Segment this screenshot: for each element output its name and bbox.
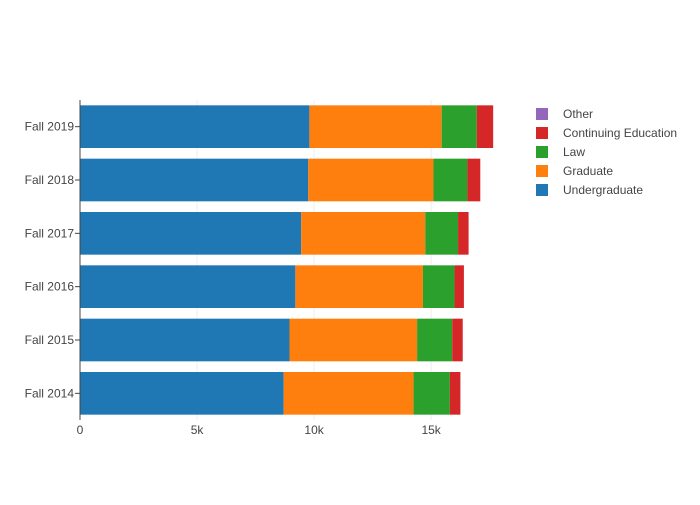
y-tick-label: Fall 2014 — [25, 386, 75, 400]
bar-graduate-fall-2015[interactable]: Fall 2015 — Graduate: 5450 — [289, 318, 418, 362]
bar-law-fall-2018[interactable]: Fall 2018 — Law: 1450 — [433, 158, 468, 202]
legend-label: Continuing Education — [563, 126, 677, 140]
bar-continuing-education-fall-2014[interactable]: Fall 2014 — Continuing Education: 450 — [449, 372, 461, 415]
bar-undergraduate-fall-2014[interactable]: Fall 2014 — Undergraduate: 8700 — [80, 372, 284, 415]
bar-law-fall-2016[interactable]: Fall 2016 — Law: 1350 — [422, 265, 455, 308]
legend-item-graduate[interactable]: Graduate — [536, 164, 613, 178]
legend-swatch — [536, 165, 548, 177]
legend-swatch — [536, 127, 548, 139]
bar-undergraduate-fall-2018[interactable]: Fall 2018 — Undergraduate: 9750 — [80, 158, 309, 202]
bar-law-fall-2019[interactable]: Fall 2019 — Law: 1500 — [441, 105, 477, 148]
bar-graduate-fall-2014[interactable]: Fall 2014 — Graduate: 5550 — [283, 372, 414, 415]
legend-swatch — [536, 146, 548, 158]
y-tick-label: Fall 2017 — [25, 226, 75, 240]
bar-graduate-fall-2017[interactable]: Fall 2017 — Graduate: 5300 — [301, 212, 426, 255]
plot-area: Fall 2014 — Undergraduate: 8700Fall 2014… — [80, 100, 494, 420]
x-tick-label: 0 — [77, 423, 84, 437]
y-axis: Fall 2014 Fall 2015 Fall 2016 Fall 2017 Fall… — [25, 100, 81, 420]
bar-law-fall-2014[interactable]: Fall 2014 — Law: 1550 — [413, 372, 450, 415]
legend-item-undergraduate[interactable]: Undergraduate — [536, 183, 643, 197]
x-tick-label: 15k — [421, 423, 441, 437]
bar-graduate-fall-2016[interactable]: Fall 2016 — Graduate: 5450 — [295, 265, 423, 308]
bar-continuing-education-fall-2018[interactable]: Fall 2018 — Continuing Education: 550 — [467, 158, 481, 202]
bar-undergraduate-fall-2016[interactable]: Fall 2016 — Undergraduate: 9200 — [80, 265, 296, 308]
legend-item-law[interactable]: Law — [536, 145, 585, 159]
y-tick-label: Fall 2015 — [25, 333, 75, 347]
bar-undergraduate-fall-2019[interactable]: Fall 2019 — Undergraduate: 9800 — [80, 105, 310, 148]
x-tick-label: 10k — [304, 423, 324, 437]
legend-label: Graduate — [563, 164, 613, 178]
bar-continuing-education-fall-2017[interactable]: Fall 2017 — Continuing Education: 450 — [458, 212, 469, 255]
legend-swatch — [536, 184, 548, 196]
bar-continuing-education-fall-2015[interactable]: Fall 2015 — Continuing Education: 450 — [452, 318, 463, 362]
bar-continuing-education-fall-2019[interactable]: Fall 2019 — Continuing Education: 700 — [476, 105, 494, 148]
legend-item-continuing-education[interactable]: Continuing Education — [536, 126, 677, 140]
legend: Other Continuing Education Law Graduate Unde… — [536, 107, 677, 197]
legend-swatch — [536, 108, 548, 120]
bar-graduate-fall-2018[interactable]: Fall 2018 — Graduate: 5350 — [308, 158, 434, 202]
bar-law-fall-2017[interactable]: Fall 2017 — Law: 1400 — [425, 212, 459, 255]
x-axis: 0 5k 10k 15k — [77, 423, 442, 437]
legend-label: Law — [563, 145, 585, 159]
bar-law-fall-2015[interactable]: Fall 2015 — Law: 1500 — [417, 318, 453, 362]
y-tick-label: Fall 2018 — [25, 173, 75, 187]
bar-graduate-fall-2019[interactable]: Fall 2019 — Graduate: 5650 — [309, 105, 442, 148]
legend-item-other[interactable]: Other — [536, 107, 593, 121]
bar-continuing-education-fall-2016[interactable]: Fall 2016 — Continuing Education: 400 — [454, 265, 464, 308]
legend-label: Other — [563, 107, 593, 121]
bar-undergraduate-fall-2017[interactable]: Fall 2017 — Undergraduate: 9450 — [80, 212, 302, 255]
x-tick-label: 5k — [191, 423, 205, 437]
y-tick-label: Fall 2016 — [25, 280, 75, 294]
legend-label: Undergraduate — [563, 183, 643, 197]
y-tick-label: Fall 2019 — [25, 120, 75, 134]
bar-undergraduate-fall-2015[interactable]: Fall 2015 — Undergraduate: 8950 — [80, 318, 290, 362]
